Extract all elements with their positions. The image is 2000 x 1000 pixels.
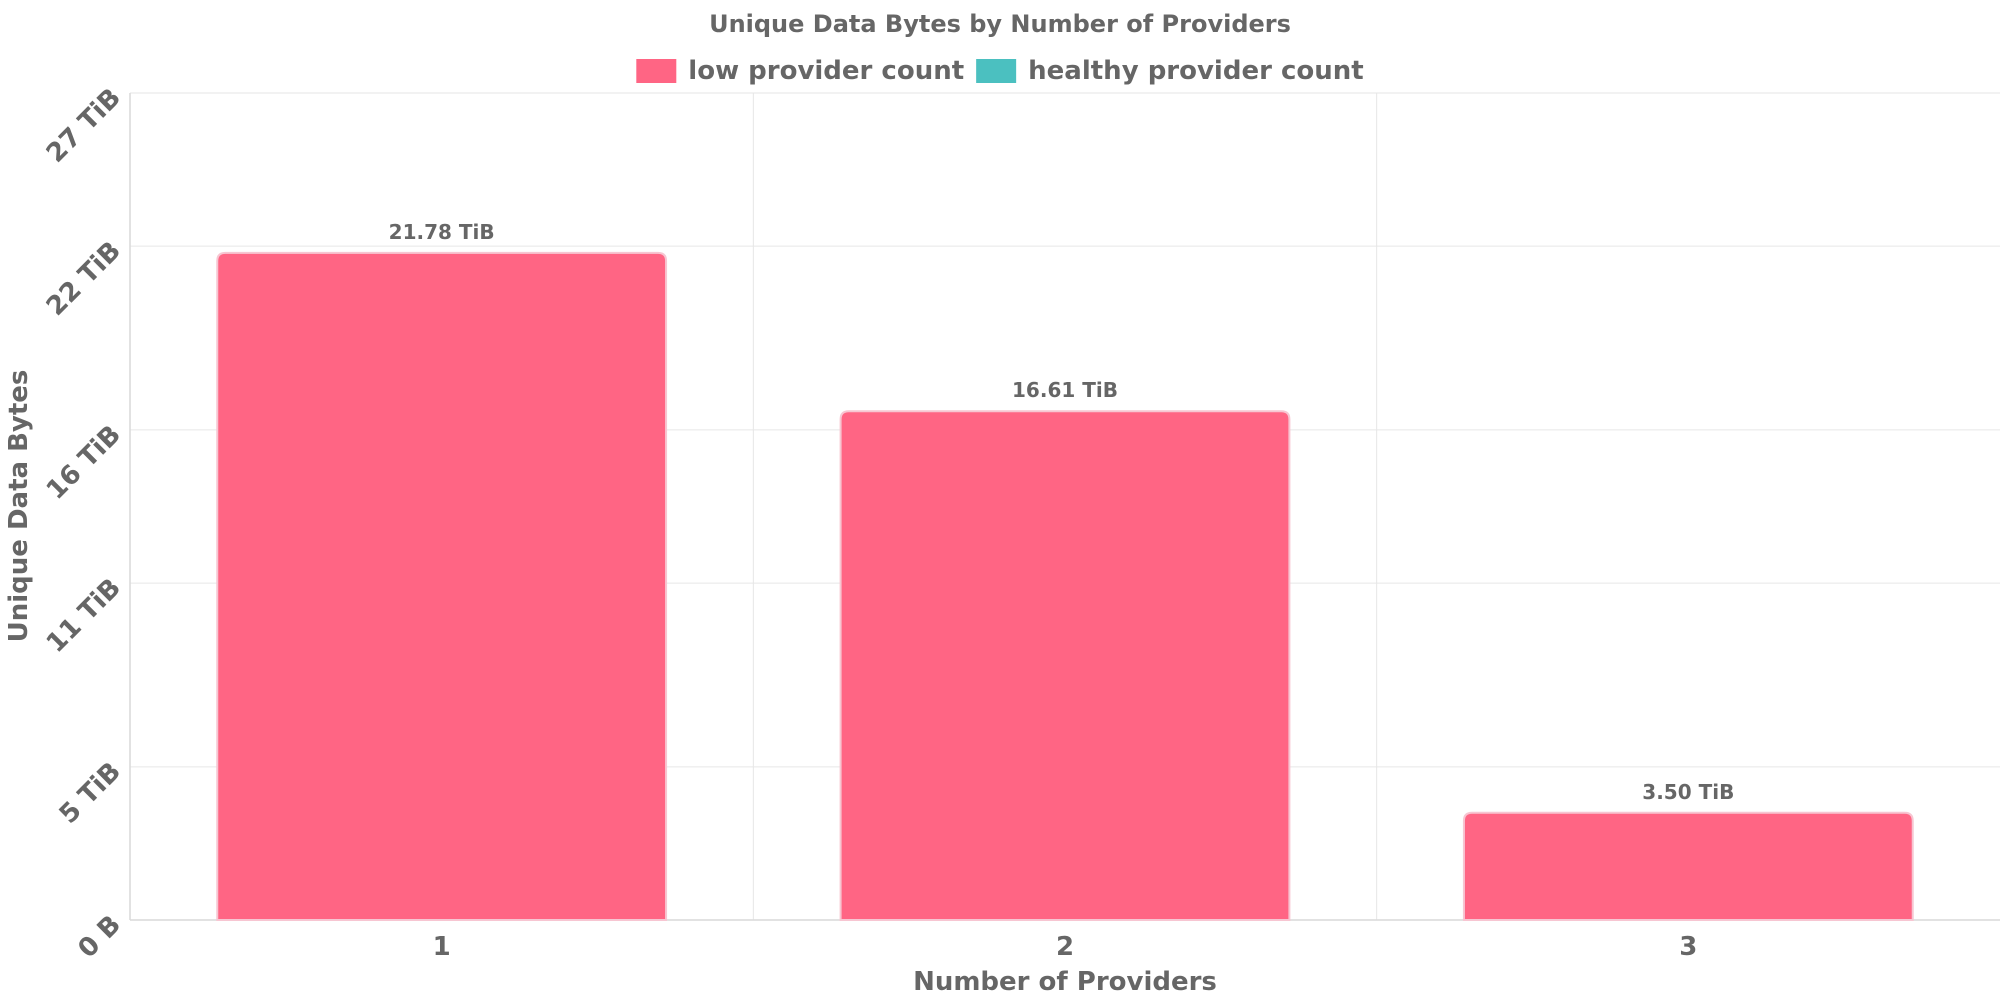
y-tick-label: 27 TiB xyxy=(41,83,127,169)
chart-legend: low provider count healthy provider count xyxy=(636,56,1364,86)
chart-bars xyxy=(216,251,1914,921)
y-tick-label: 0 B xyxy=(73,910,127,964)
x-axis-ticks: 1 2 3 xyxy=(433,932,1698,962)
legend-swatch xyxy=(636,59,677,83)
y-tick-label: 22 TiB xyxy=(41,236,127,322)
y-axis-ticks: 0 B 5 TiB 11 TiB 16 TiB 22 TiB 27 TiB xyxy=(41,83,127,964)
bar-value-label: 3.50 TiB xyxy=(1642,780,1734,804)
y-tick-label: 5 TiB xyxy=(54,757,127,830)
bar-3[interactable] xyxy=(1462,811,1914,921)
y-tick-label: 16 TiB xyxy=(41,420,127,506)
x-axis-label: Number of Providers xyxy=(913,967,1217,997)
y-tick-label: 11 TiB xyxy=(41,573,127,659)
chart-title: Unique Data Bytes by Number of Providers xyxy=(709,10,1291,38)
bar-1[interactable] xyxy=(216,251,668,921)
x-tick-label: 3 xyxy=(1679,932,1697,962)
legend-swatch xyxy=(976,59,1017,83)
legend-item[interactable]: low provider count xyxy=(636,56,964,86)
bar-value-label: 21.78 TiB xyxy=(389,220,495,244)
x-tick-label: 2 xyxy=(1056,932,1074,962)
legend-label: healthy provider count xyxy=(1028,56,1364,86)
bar-2[interactable] xyxy=(839,410,1291,921)
x-tick-label: 1 xyxy=(433,932,451,962)
legend-item[interactable]: healthy provider count xyxy=(976,56,1364,86)
bar-value-label: 16.61 TiB xyxy=(1012,378,1118,402)
y-axis-label: Unique Data Bytes xyxy=(4,370,34,643)
chart-data-labels: 21.78 TiB 16.61 TiB 3.50 TiB xyxy=(389,220,1735,804)
legend-label: low provider count xyxy=(688,56,964,86)
